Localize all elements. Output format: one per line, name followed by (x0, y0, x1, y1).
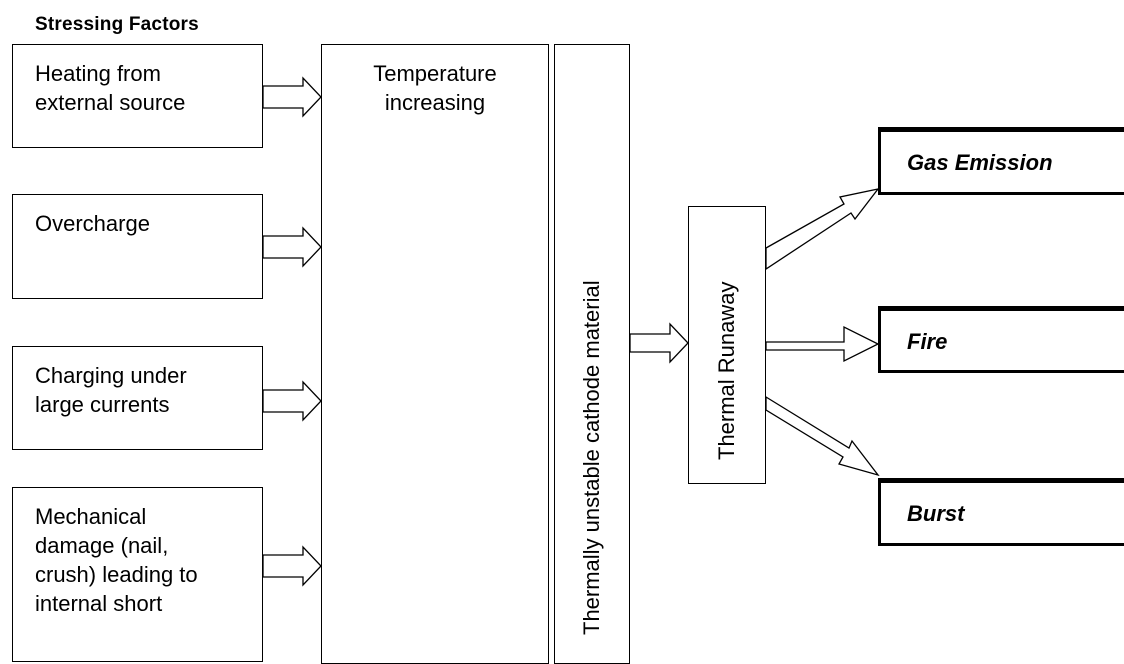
factor-label-large-currents: Charging under large currents (35, 363, 187, 417)
factor-label-mechanical-damage: Mechanical damage (nail, crush) leading … (35, 504, 198, 616)
outcome-box-fire: Fire (878, 306, 1124, 373)
temperature-label: Temperature increasing (373, 61, 497, 115)
factor-label-overcharge: Overcharge (35, 211, 150, 236)
outcome-label-gas-emission: Gas Emission (907, 150, 1053, 175)
outcome-label-burst: Burst (907, 501, 965, 526)
thermal-runaway-box: Thermal Runaway (688, 206, 766, 484)
arrow-runaway-to-burst (765, 395, 880, 477)
factor-box-mechanical-damage: Mechanical damage (nail, crush) leading … (12, 487, 263, 662)
temperature-box: Temperature increasing (321, 44, 549, 664)
arrow-heating-to-temperature (262, 76, 322, 118)
factor-box-large-currents: Charging under large currents (12, 346, 263, 450)
outcome-box-gas-emission: Gas Emission (878, 127, 1124, 195)
arrow-currents-to-temperature (262, 380, 322, 422)
arrow-overcharge-to-temperature (262, 226, 322, 268)
arrows-layer (262, 76, 880, 587)
factor-box-overcharge: Overcharge (12, 194, 263, 299)
arrow-runaway-to-gas-emission (765, 188, 880, 271)
outcome-box-burst: Burst (878, 478, 1124, 546)
arrow-runaway-to-fire (765, 325, 880, 363)
diagram-title: Stressing Factors (35, 14, 199, 35)
arrow-mechanical-to-temperature (262, 545, 322, 587)
arrow-cathode-to-runaway (629, 322, 689, 364)
outcome-label-fire: Fire (907, 329, 948, 354)
factor-label-heating: Heating from external source (35, 61, 186, 115)
cathode-box: Thermally unstable cathode material (554, 44, 630, 664)
